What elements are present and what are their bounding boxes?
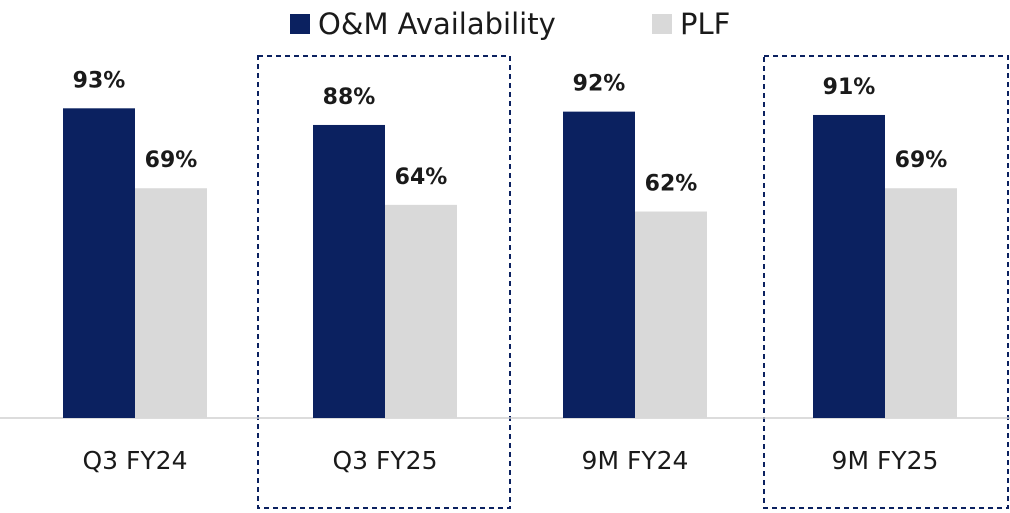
x-tick-label: 9M FY25	[832, 446, 939, 475]
data-label: 92%	[573, 72, 626, 97]
x-tick-label: Q3 FY25	[333, 446, 438, 475]
bar	[813, 114, 885, 418]
bar	[885, 188, 957, 418]
bar	[563, 111, 635, 418]
data-label: 64%	[395, 165, 448, 190]
legend-swatch	[652, 14, 672, 34]
bar	[63, 108, 135, 418]
data-label: 69%	[145, 148, 198, 173]
bar	[635, 211, 707, 418]
data-label: 91%	[823, 75, 876, 100]
bar	[135, 188, 207, 418]
legend-label: PLF	[680, 7, 730, 41]
legend-swatch	[290, 14, 310, 34]
highlight-box	[763, 55, 1009, 509]
legend-label: O&M Availability	[318, 7, 556, 41]
bar	[313, 124, 385, 419]
x-tick-label: Q3 FY24	[83, 446, 188, 475]
highlight-box	[257, 55, 511, 509]
data-label: 62%	[645, 172, 698, 197]
bar	[385, 204, 457, 418]
x-tick-label: 9M FY24	[582, 446, 689, 475]
data-label: 88%	[323, 85, 376, 110]
data-label: 93%	[73, 68, 126, 93]
data-label: 69%	[895, 148, 948, 173]
